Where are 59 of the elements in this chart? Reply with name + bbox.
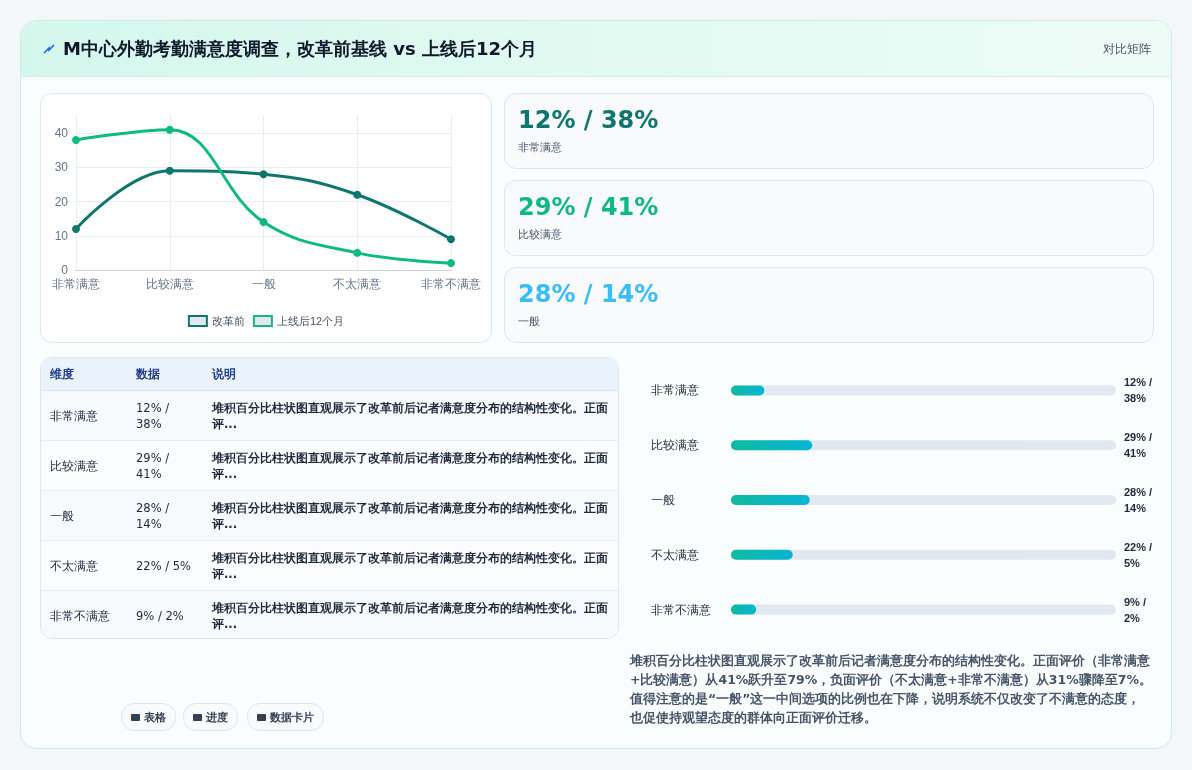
y-tick-label: 0 [61,263,69,277]
x-tick-label: 一般 [251,277,276,291]
text: 29% / 41% [136,450,170,481]
text: 对比矩阵 [1103,41,1151,58]
text: 12% / 38% [518,106,659,134]
text: 堆积百分比柱状图直观展示了改革前后记者满意度分布的结构性变化。正面评... [203,490,618,541]
legend-label: 上线后12个月 [276,315,345,327]
text: 堆积百分比柱状图直观展示了改革前后记者满意度分布的结构性变化。正面评... [203,540,618,591]
text: 9% / 2% [136,608,184,623]
text: 22% / 5% [136,558,191,573]
point [165,125,174,134]
text: 29% / 41% [518,193,659,221]
y-tick-label: 非常满意 [651,384,699,397]
text: 堆积百分比柱状图直观展示了改革前后记者满意度分布的结构性变化。正面评... [210,599,609,633]
text: 表格 [144,709,166,725]
text: 堆积百分比柱状图直观展示了改革前后记者满意度分布的结构性变化。正面评价（非常满意+比较满意）从41%跃升至79%，负面评价（不太满意+非常不满意）从31%骤降至7%。值得注意的是“一般”这一中间选项的比例也在下降，说明系统不仅改变了不满意的态度，也促使持观望态度的群体向正面评价迁移。 [630,652,1152,727]
legend-label: 改革前 [211,315,245,327]
y-tick-label: 10 [54,228,69,243]
y-tick-label: 不太满意 [651,548,699,561]
text: 数据卡片 [270,709,314,725]
y-tick-label: 20 [54,194,69,209]
text: 非常满意 [518,140,562,155]
point [259,170,268,179]
text: 比较满意 [518,227,562,242]
y-tick-label: 30 [54,160,69,175]
text: 9% / 2% [1124,595,1147,624]
bar [731,495,810,505]
text: 堆积百分比柱状图直观展示了改革前后记者满意度分布的结构性变化。正面评... [203,440,618,491]
y-tick-label: 40 [54,126,69,141]
text: 12% / 38% [136,400,170,431]
text: 堆积百分比柱状图直观展示了改革前后记者满意度分布的结构性变化。正面评... [203,390,618,441]
point [259,218,268,227]
text: 29% / 41% [1124,431,1153,460]
x-tick-label: 不太满意 [333,277,382,291]
text: 28% / 14% [136,500,170,531]
text: 说明 [203,358,618,391]
bar [731,440,813,451]
text: 28% / 14% [1124,486,1153,514]
x-tick-label: 非常不满意 [421,277,481,291]
text: 数据 [127,358,203,391]
x-tick-label: 比较满意 [145,277,194,291]
text: M中心外勤考勤满意度调查，改革前基线 vs 上线后12个月 [63,37,537,61]
point [353,190,362,199]
y-tick-label: 非常不满意 [651,603,711,616]
point [72,135,80,144]
text: 维度 [41,358,127,391]
point [72,224,80,233]
point [165,166,174,175]
point [447,259,455,268]
point [353,248,362,257]
text: 22% / 5% [1124,540,1153,569]
text: 28% / 14% [518,280,659,308]
y-tick-label: 比较满意 [651,439,699,452]
y-tick-label: 一般 [651,494,675,506]
point [447,235,455,244]
text: 进度 [206,709,228,725]
bar [731,549,793,560]
text: 一般 [518,314,540,329]
text: 12% / 38% [1124,376,1153,405]
